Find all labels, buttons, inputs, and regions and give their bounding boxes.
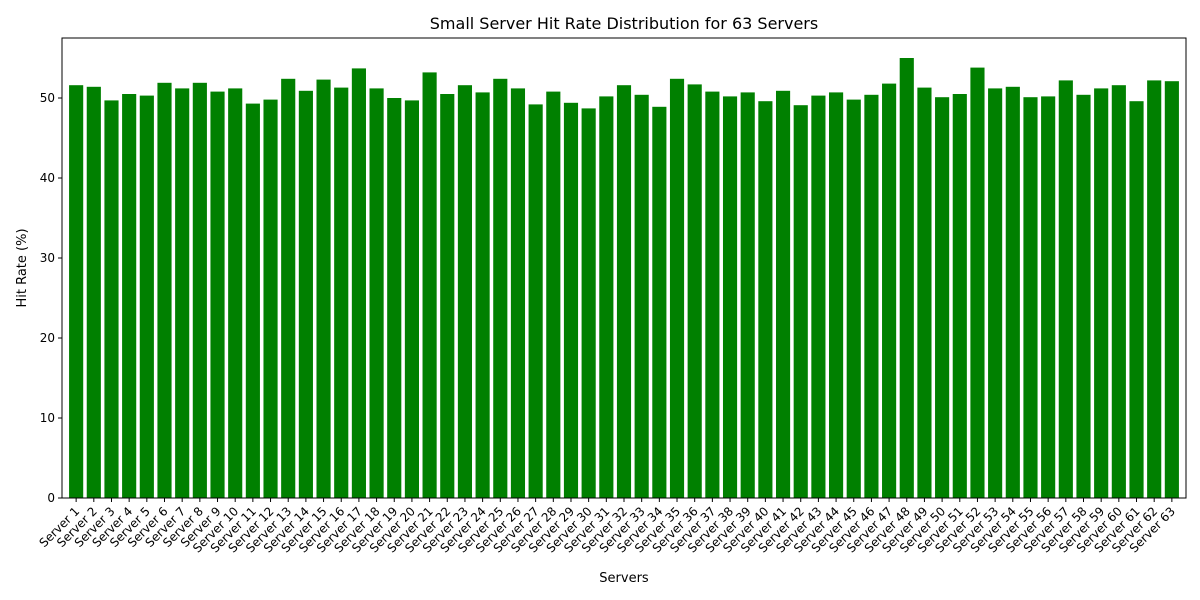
bar-12 [263, 99, 278, 498]
bar-27 [528, 104, 543, 499]
bar-16 [334, 87, 349, 498]
bar-32 [616, 85, 632, 498]
y-tick-label: 0 [47, 491, 55, 505]
bar-29 [563, 102, 579, 499]
bar-41 [775, 90, 791, 499]
bar-2 [86, 86, 101, 499]
bar-9 [210, 91, 225, 498]
bar-50 [935, 97, 950, 498]
bar-62 [1147, 80, 1162, 499]
bar-63 [1164, 81, 1179, 498]
bar-36 [687, 84, 702, 499]
bar-3 [104, 100, 119, 499]
chart-title: Small Server Hit Rate Distribution for 6… [430, 14, 818, 33]
y-tick-label: 40 [40, 171, 55, 185]
bar-60 [1111, 85, 1126, 498]
bar-28 [546, 91, 561, 498]
bar-14 [298, 90, 313, 499]
bar-6 [157, 82, 172, 499]
bar-18 [369, 88, 384, 499]
bar-22 [440, 94, 455, 498]
bar-13 [281, 78, 296, 499]
bar-21 [422, 72, 437, 499]
bar-38 [722, 96, 738, 499]
bar-37 [705, 91, 720, 498]
bar-24 [475, 92, 490, 499]
bar-43 [811, 95, 826, 498]
bar-57 [1058, 80, 1073, 499]
bar-49 [917, 87, 932, 498]
bar-31 [599, 96, 614, 499]
bar-7 [175, 88, 190, 499]
bar-56 [1041, 96, 1056, 499]
bar-25 [493, 78, 508, 499]
bar-55 [1023, 97, 1038, 498]
bar-51 [952, 94, 967, 498]
bar-48 [899, 58, 914, 498]
bar-10 [228, 88, 243, 499]
y-axis-label: Hit Rate (%) [15, 228, 30, 307]
bar-46 [864, 94, 879, 499]
bar-15 [316, 79, 331, 498]
bar-30 [581, 108, 596, 499]
bar-8 [192, 82, 207, 499]
bar-19 [387, 98, 402, 498]
bar-4 [122, 94, 137, 498]
bar-17 [351, 68, 366, 499]
bar-33 [634, 94, 649, 499]
y-tick-label: 50 [40, 91, 55, 105]
x-axis-label: Servers [599, 571, 649, 586]
bar-45 [846, 99, 861, 498]
bar-58 [1076, 94, 1091, 499]
bar-11 [245, 103, 260, 498]
y-tick-label: 20 [40, 331, 55, 345]
bar-39 [740, 92, 755, 499]
bar-61 [1129, 101, 1144, 498]
y-tick-label: 30 [40, 251, 55, 265]
bar-52 [970, 67, 985, 498]
bar-40 [758, 101, 773, 498]
bar-54 [1005, 86, 1020, 499]
bar-59 [1094, 88, 1109, 499]
bar-23 [457, 85, 473, 498]
bar-26 [510, 88, 526, 499]
y-tick-label: 10 [40, 411, 55, 425]
bar-42 [793, 105, 808, 498]
bar-53 [988, 88, 1003, 499]
bar-44 [829, 92, 844, 499]
bar-5 [139, 95, 154, 498]
bar-35 [669, 78, 685, 499]
bar-1 [69, 85, 84, 498]
bar-20 [404, 100, 419, 499]
bar-47 [882, 83, 897, 498]
bar-34 [652, 106, 667, 499]
